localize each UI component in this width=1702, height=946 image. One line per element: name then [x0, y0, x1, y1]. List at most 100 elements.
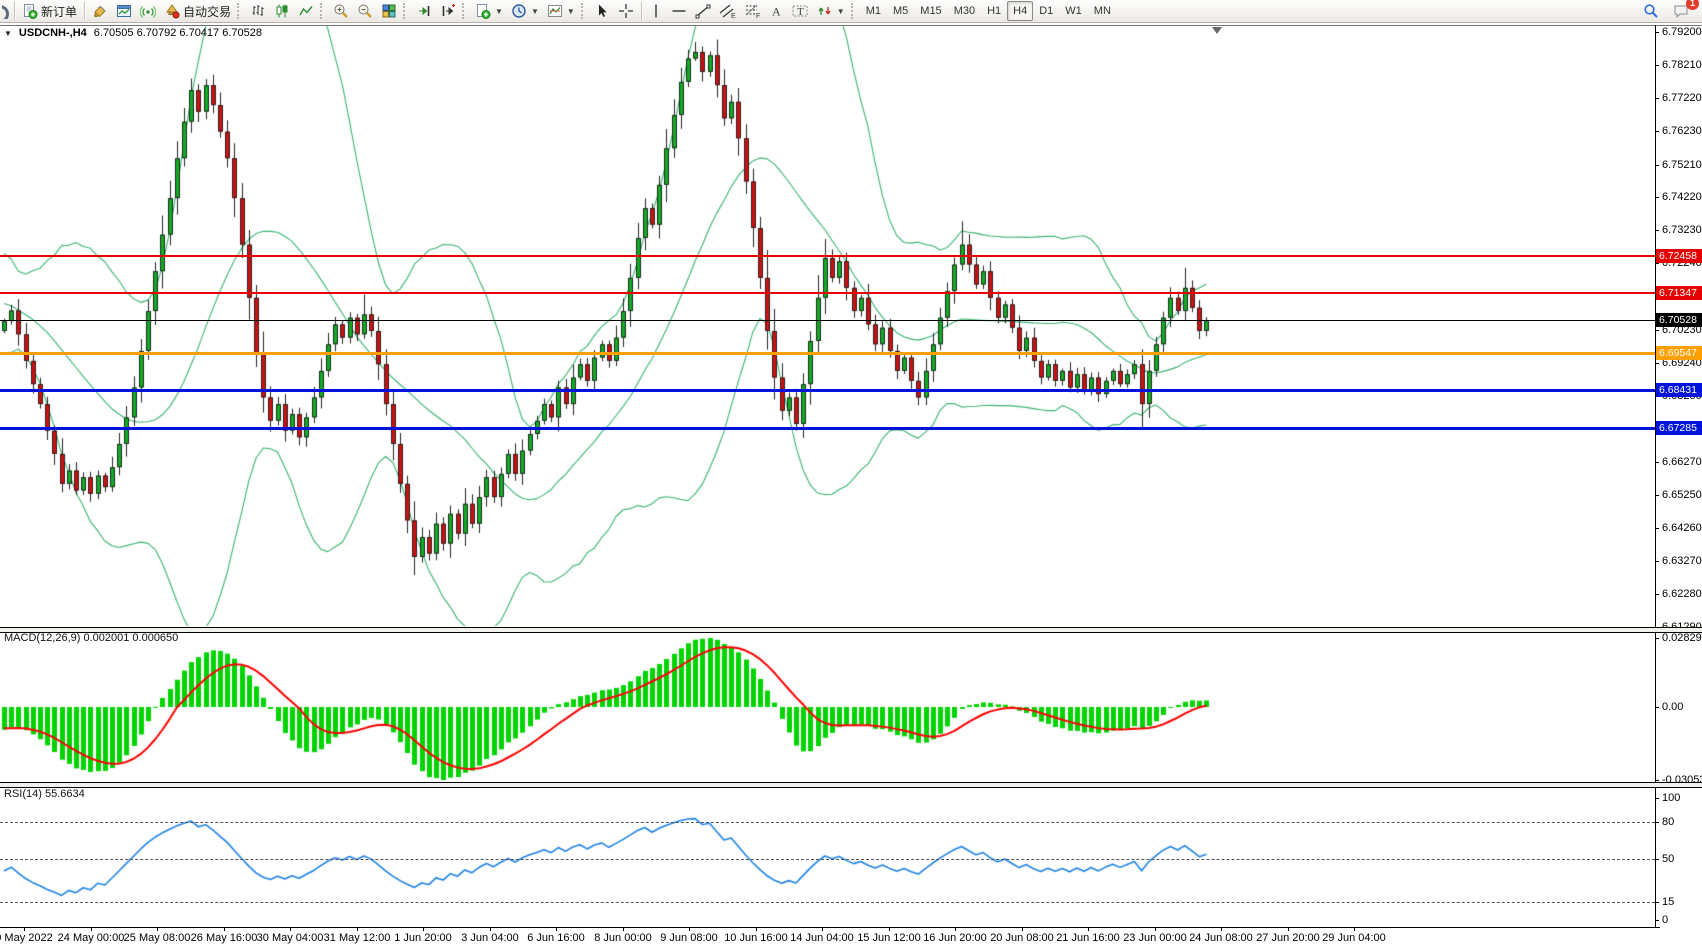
- timeframe-m1[interactable]: M1: [860, 1, 887, 21]
- clipped-toolbar-icon: [2, 3, 11, 19]
- time-tick-mark: [224, 928, 225, 931]
- price-tick-label: 6.73230: [1662, 224, 1702, 236]
- toolbar-grip[interactable]: [403, 3, 410, 19]
- price-tick-label: 6.70230: [1662, 324, 1702, 336]
- timeframe-d1[interactable]: D1: [1033, 1, 1059, 21]
- tile-windows-icon: [382, 4, 396, 18]
- collapse-chart-icon[interactable]: ▼: [4, 28, 12, 38]
- time-tick-mark: [689, 928, 690, 931]
- cursor-icon: [598, 4, 607, 17]
- text-icon: A: [772, 5, 781, 19]
- timeframe-m15[interactable]: M15: [914, 1, 947, 21]
- price-tick-label: 6.64260: [1662, 522, 1702, 534]
- pane-separator-rsi[interactable]: [0, 782, 1702, 788]
- toolbar-grip[interactable]: [850, 3, 858, 19]
- profiles-icon: [117, 5, 132, 17]
- search-button[interactable]: [1639, 1, 1663, 21]
- price-tick-mark: [1655, 263, 1659, 264]
- timeframe-m30[interactable]: M30: [948, 1, 981, 21]
- arrows-button[interactable]: ▼: [813, 1, 849, 21]
- fibonacci-button[interactable]: F: [740, 1, 765, 21]
- price-tick-label: 6.79200: [1662, 26, 1702, 38]
- autotrading-button[interactable]: 自动交易: [160, 1, 235, 21]
- time-tick-label: 27 Jun 20:00: [1256, 932, 1320, 944]
- toolbar-grip[interactable]: [462, 3, 469, 19]
- timeframe-h1[interactable]: H1: [981, 1, 1007, 21]
- svg-text:A: A: [772, 5, 781, 19]
- auto-scroll-icon: [419, 6, 430, 16]
- fibonacci-icon: F: [745, 4, 760, 19]
- timeframe-m5[interactable]: M5: [887, 1, 914, 21]
- price-tick-mark: [1655, 131, 1659, 132]
- rsi-tick-mark: [1655, 920, 1659, 921]
- new-order-icon: [24, 4, 38, 19]
- toolbar-grip[interactable]: [580, 3, 588, 19]
- templates-button[interactable]: ▼: [543, 1, 579, 21]
- time-tick-mark: [157, 928, 158, 931]
- time-tick-label: 20 Jun 08:00: [990, 932, 1054, 944]
- price-tick-label: 6.65250: [1662, 489, 1702, 501]
- price-tick-mark: [1655, 462, 1659, 463]
- timeframe-w1[interactable]: W1: [1059, 1, 1088, 21]
- indicators-button[interactable]: ▼: [471, 1, 507, 21]
- line-chart-icon: [299, 6, 313, 16]
- rsi-tick-mark: [1655, 859, 1659, 860]
- price-tick-mark: [1655, 65, 1659, 66]
- pane-separator-macd[interactable]: [0, 627, 1702, 633]
- level-price-box: 6.72458: [1656, 249, 1702, 263]
- price-tick-label: 6.69240: [1662, 357, 1702, 369]
- styles-button[interactable]: [88, 1, 112, 21]
- chart-shift-marker[interactable]: [1212, 27, 1222, 34]
- time-tick-label: 21 Jun 16:00: [1056, 932, 1120, 944]
- rsi-tick-mark: [1655, 822, 1659, 823]
- zoom-in-button[interactable]: [329, 1, 353, 21]
- new-order-button[interactable]: 新订单: [18, 1, 81, 21]
- zoom-out-button[interactable]: [353, 1, 377, 21]
- cursor-button[interactable]: [590, 1, 614, 21]
- crosshair-button[interactable]: [614, 1, 638, 21]
- trendline-button[interactable]: [691, 1, 715, 21]
- time-tick-mark: [1221, 928, 1222, 931]
- toolbar-grip[interactable]: [320, 3, 327, 19]
- timeframe-h4[interactable]: H4: [1007, 1, 1034, 21]
- rsi-tick-label: 0: [1662, 914, 1669, 926]
- time-tick-label: 16 Jun 20:00: [923, 932, 987, 944]
- time-tick-label: 1 Jun 20:00: [394, 932, 452, 944]
- periods-button[interactable]: ▼: [507, 1, 543, 21]
- notifications-button[interactable]: 1: [1669, 0, 1699, 21]
- time-tick-label: 23 Jun 00:00: [1123, 932, 1187, 944]
- zoom-in-icon: [334, 4, 348, 18]
- chart-shift-button[interactable]: [436, 1, 460, 21]
- current-price-box: 6.70528: [1656, 313, 1702, 327]
- bar-chart-button[interactable]: [246, 1, 270, 21]
- channel-icon: E: [719, 4, 736, 19]
- candle-chart-button[interactable]: [270, 1, 294, 21]
- tile-windows-button[interactable]: [377, 1, 401, 21]
- channel-button[interactable]: E: [715, 1, 740, 21]
- horizontal-line-button[interactable]: [667, 1, 691, 21]
- time-tick-label: 29 Jun 04:00: [1322, 932, 1386, 944]
- price-tick-mark: [1655, 165, 1659, 166]
- auto-scroll-button[interactable]: [412, 1, 436, 21]
- time-tick-mark: [556, 928, 557, 931]
- text-label-button[interactable]: T: [787, 1, 813, 21]
- time-tick-label: 0 May 2022: [0, 932, 53, 944]
- level-price-box: 6.69547: [1656, 346, 1702, 360]
- line-chart-button[interactable]: [294, 1, 318, 21]
- time-tick-label: 10 Jun 16:00: [724, 932, 788, 944]
- templates-icon: [547, 5, 562, 17]
- text-button[interactable]: A: [765, 1, 787, 21]
- vertical-line-button[interactable]: [645, 1, 667, 21]
- time-tick-mark: [756, 928, 757, 931]
- dropdown-arrow-icon: ▼: [566, 6, 575, 16]
- time-tick-mark: [1288, 928, 1289, 931]
- profiles-button[interactable]: [112, 1, 136, 21]
- time-tick-label: 26 May 16:00: [190, 932, 258, 944]
- price-tick-mark: [1655, 32, 1659, 33]
- timeframe-mn[interactable]: MN: [1088, 1, 1117, 21]
- price-tick-label: 6.76230: [1662, 125, 1702, 137]
- toolbar-grip[interactable]: [237, 3, 244, 19]
- time-tick-mark: [889, 928, 890, 931]
- signals-button[interactable]: [136, 1, 160, 21]
